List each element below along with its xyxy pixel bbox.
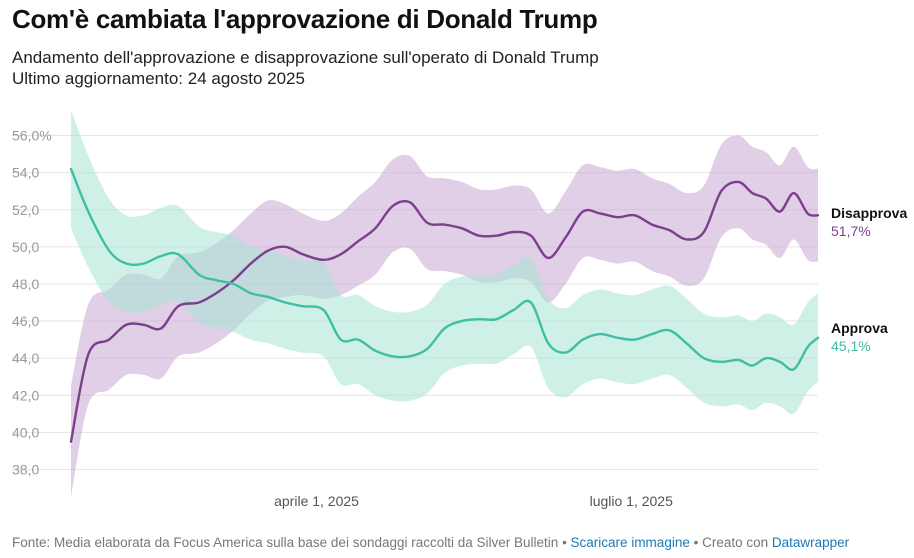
- subtitle-updated: Ultimo aggiornamento: 24 agosto 2025: [12, 69, 305, 88]
- y-tick-label: 56,0%: [12, 128, 52, 144]
- band-approva: [71, 109, 818, 415]
- line-disapprova: [69, 180, 820, 443]
- y-tick-label: 38,0: [12, 461, 39, 477]
- x-tick-label: aprile 1, 2025: [274, 493, 359, 509]
- series-value-disapprova: 51,7%: [831, 223, 871, 239]
- chart-footer: Fonte: Media elaborata da Focus America …: [12, 535, 849, 550]
- y-tick-label: 46,0: [12, 313, 39, 329]
- y-tick-label: 44,0: [12, 350, 39, 366]
- band-disapprova: [71, 135, 818, 498]
- y-tick-label: 40,0: [12, 424, 39, 440]
- footer-separator: •: [689, 535, 703, 550]
- source-note: Fonte: Media elaborata da Focus America …: [12, 535, 559, 550]
- series-value-approva: 45,1%: [831, 338, 871, 354]
- x-tick-label: luglio 1, 2025: [590, 493, 674, 509]
- y-tick-label: 42,0: [12, 387, 39, 403]
- subtitle-description: Andamento dell'approvazione e disapprova…: [12, 48, 599, 67]
- line-approva: [69, 167, 820, 371]
- series-label-disapprova: Disapprova: [831, 205, 907, 221]
- y-tick-label: 54,0: [12, 165, 39, 181]
- chart-title: Com'è cambiata l'approvazione di Donald …: [12, 4, 598, 34]
- footer-separator: •: [558, 535, 571, 550]
- download-image-link[interactable]: Scaricare immagine: [570, 535, 690, 550]
- y-tick-label: 48,0: [12, 276, 39, 292]
- created-with-label: Creato con: [702, 535, 772, 550]
- y-tick-label: 50,0: [12, 239, 39, 255]
- chart-subtitle: Andamento dell'approvazione e disapprova…: [12, 47, 599, 89]
- series-label-approva: Approva: [831, 320, 888, 336]
- approval-chart: 38,0 40,0 42,0 44,0 46,0 48,0 50,0 52,0 54,0 56,0…: [12, 109, 907, 509]
- datawrapper-link[interactable]: Datawrapper: [771, 535, 850, 550]
- y-tick-label: 52,0: [12, 202, 39, 218]
